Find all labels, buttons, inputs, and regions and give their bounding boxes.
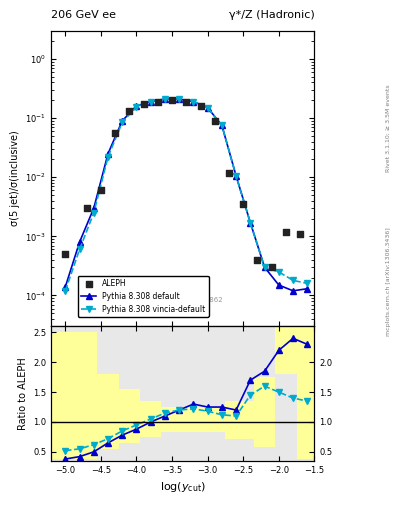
Pythia 8.308 vincia-default xyxy=(163,96,167,102)
Pythia 8.308 default xyxy=(120,118,125,124)
Pythia 8.308 default xyxy=(248,220,253,226)
Y-axis label: σ(5 jet)/σ(inclusive): σ(5 jet)/σ(inclusive) xyxy=(9,131,20,226)
ALEPH xyxy=(126,107,132,115)
X-axis label: $\log(y_{\rm cut})$: $\log(y_{\rm cut})$ xyxy=(160,480,206,494)
Pythia 8.308 vincia-default xyxy=(177,96,182,102)
Line: Pythia 8.308 default: Pythia 8.308 default xyxy=(62,96,310,293)
Pythia 8.308 vincia-default xyxy=(262,264,267,270)
ALEPH xyxy=(226,168,232,177)
Legend: ALEPH, Pythia 8.308 default, Pythia 8.308 vincia-default: ALEPH, Pythia 8.308 default, Pythia 8.30… xyxy=(78,276,209,316)
Pythia 8.308 default xyxy=(191,98,196,104)
ALEPH xyxy=(268,263,275,271)
Pythia 8.308 default xyxy=(77,239,82,245)
Pythia 8.308 default xyxy=(177,96,182,102)
Pythia 8.308 default xyxy=(63,284,68,290)
ALEPH xyxy=(297,230,303,238)
Pythia 8.308 default xyxy=(305,286,310,292)
ALEPH xyxy=(62,250,68,258)
Pythia 8.308 vincia-default xyxy=(276,269,281,275)
Pythia 8.308 default xyxy=(276,282,281,288)
Text: 206 GeV ee: 206 GeV ee xyxy=(51,10,116,20)
Pythia 8.308 vincia-default xyxy=(77,246,82,252)
Text: γ*/Z (Hadronic): γ*/Z (Hadronic) xyxy=(229,10,314,20)
Text: mcplots.cern.ch [arXiv:1306.3436]: mcplots.cern.ch [arXiv:1306.3436] xyxy=(386,227,391,336)
Pythia 8.308 vincia-default xyxy=(149,98,153,104)
Pythia 8.308 default xyxy=(220,122,224,129)
Pythia 8.308 vincia-default xyxy=(106,154,110,160)
Line: Pythia 8.308 vincia-default: Pythia 8.308 vincia-default xyxy=(62,96,310,293)
ALEPH xyxy=(197,102,204,110)
ALEPH xyxy=(183,97,189,105)
Y-axis label: Ratio to ALEPH: Ratio to ALEPH xyxy=(18,357,28,430)
Pythia 8.308 vincia-default xyxy=(305,281,310,287)
Pythia 8.308 vincia-default xyxy=(92,210,96,216)
Pythia 8.308 default xyxy=(234,173,239,179)
Pythia 8.308 default xyxy=(262,264,267,270)
Text: ALEPH_2004_S5765862: ALEPH_2004_S5765862 xyxy=(141,296,224,303)
ALEPH xyxy=(112,130,118,138)
Pythia 8.308 vincia-default xyxy=(291,278,296,284)
ALEPH xyxy=(211,117,218,125)
Pythia 8.308 vincia-default xyxy=(234,173,239,179)
Pythia 8.308 vincia-default xyxy=(191,98,196,104)
Pythia 8.308 vincia-default xyxy=(248,220,253,226)
Text: Rivet 3.1.10; ≥ 3.5M events: Rivet 3.1.10; ≥ 3.5M events xyxy=(386,84,391,172)
ALEPH xyxy=(254,256,261,264)
Pythia 8.308 default xyxy=(163,96,167,102)
ALEPH xyxy=(240,200,246,208)
ALEPH xyxy=(169,96,175,104)
ALEPH xyxy=(155,97,161,105)
ALEPH xyxy=(283,227,289,236)
Pythia 8.308 vincia-default xyxy=(120,119,125,125)
Pythia 8.308 default xyxy=(205,104,210,111)
Pythia 8.308 vincia-default xyxy=(63,288,68,294)
Pythia 8.308 default xyxy=(149,98,153,104)
Pythia 8.308 vincia-default xyxy=(134,104,139,110)
Pythia 8.308 default xyxy=(291,288,296,294)
Pythia 8.308 vincia-default xyxy=(205,104,210,111)
Pythia 8.308 default xyxy=(134,103,139,109)
Pythia 8.308 default xyxy=(106,151,110,157)
ALEPH xyxy=(140,100,147,109)
Pythia 8.308 default xyxy=(92,205,96,211)
ALEPH xyxy=(98,186,104,195)
ALEPH xyxy=(84,204,90,212)
Pythia 8.308 vincia-default xyxy=(220,122,224,129)
